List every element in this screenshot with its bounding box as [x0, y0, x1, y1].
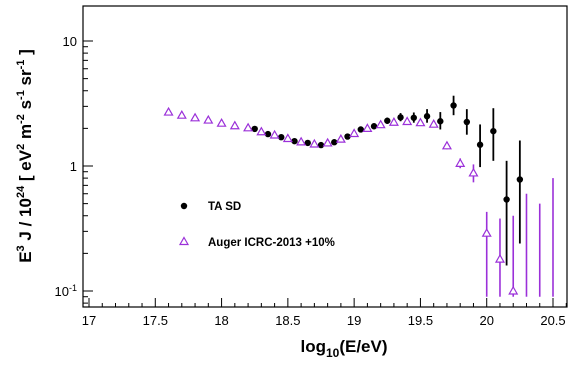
ta-sd-point	[463, 118, 471, 126]
auger-point	[309, 138, 320, 148]
ta-sd-point	[304, 139, 311, 147]
y-tick-label: 10-1	[55, 283, 77, 299]
plot-frame	[82, 5, 568, 308]
auger-point	[163, 106, 174, 116]
auger-point	[216, 117, 227, 127]
ta-sd-point	[344, 133, 351, 140]
auger-point	[441, 140, 452, 150]
y-tick-label: 10	[63, 34, 77, 49]
auger-point	[349, 128, 360, 138]
y-axis: 10-1 1 10	[55, 34, 93, 304]
legend-label-auger: Auger ICRC-2013 +10%	[208, 237, 335, 249]
ta-sd-point	[317, 141, 325, 149]
ta-sd-point	[397, 114, 404, 121]
ta-sd-point	[357, 126, 364, 133]
auger-point	[203, 114, 214, 124]
x-axis-label: log10(E/eV)	[300, 337, 387, 360]
y-tick-label: 1	[70, 159, 77, 174]
ta-sd-point	[410, 114, 417, 121]
auger-point	[243, 122, 254, 132]
auger-point	[455, 158, 466, 167]
auger-point	[481, 227, 492, 237]
ta-sd-point	[503, 196, 510, 203]
ta-sd-point	[476, 141, 484, 148]
ta-sd-point	[291, 137, 298, 145]
auger-point	[388, 117, 399, 126]
ta-sd-point	[251, 125, 258, 133]
ta-sd-point	[423, 113, 431, 120]
x-tick-label: 19.5	[408, 313, 433, 328]
ta-sd-point	[264, 130, 272, 138]
auger-point	[296, 136, 307, 146]
auger-point	[375, 119, 386, 129]
auger-point	[415, 117, 426, 127]
legend-label-ta-sd: TA SD	[208, 201, 241, 213]
auger-point	[190, 112, 201, 122]
x-tick-label: 17.5	[143, 313, 168, 328]
auger-point	[269, 129, 280, 139]
auger-point	[229, 120, 240, 130]
y-axis-label: E3 J / 1024 [ eV2 m-2 s-1 sr-1 ]	[15, 49, 35, 263]
auger-point	[402, 116, 413, 126]
x-tick-label: 17	[82, 313, 96, 328]
auger-point	[335, 133, 346, 143]
x-axis: 17 17.5 18 18.5 19 19.5 20 20.5	[82, 298, 567, 328]
x-tick-label: 18.5	[275, 313, 300, 328]
ta-sd-point	[450, 102, 457, 109]
data-markers	[163, 102, 524, 295]
auger-point	[322, 137, 333, 147]
auger-point	[176, 109, 187, 119]
auger-point	[494, 253, 506, 263]
ta-sd-point	[490, 127, 497, 135]
auger-point	[508, 285, 519, 295]
error-bars	[253, 95, 554, 297]
auger-point	[428, 118, 439, 128]
auger-point	[282, 133, 293, 143]
x-tick-label: 18	[214, 313, 228, 328]
legend: TA SD Auger ICRC-2013 +10%	[178, 201, 335, 249]
auger-point	[256, 126, 267, 136]
ta-sd-point	[370, 123, 378, 130]
x-tick-label: 20	[479, 313, 493, 328]
ta-sd-point	[437, 118, 444, 125]
x-tick-label: 20.5	[540, 313, 565, 328]
auger-point	[362, 123, 373, 132]
x-tick-label: 19	[347, 313, 361, 328]
ta-sd-point	[331, 139, 338, 146]
auger-point	[468, 167, 479, 177]
ta-sd-point	[384, 117, 391, 124]
legend-marker-ta-sd	[180, 202, 188, 210]
ta-sd-point	[278, 133, 285, 141]
legend-marker-auger	[178, 236, 190, 246]
ta-sd-point	[516, 176, 524, 183]
